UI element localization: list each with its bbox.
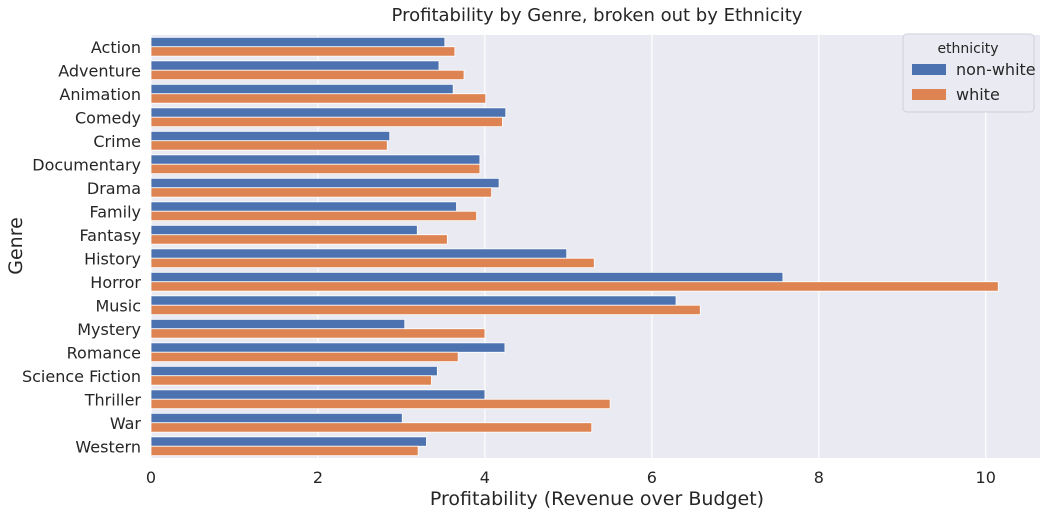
y-tick-labels: Action Adventure Animation Comedy Crime Docum…: [22, 38, 141, 457]
bar-white-comedy: [150, 116, 503, 128]
y-tick-label: Horror: [90, 273, 141, 292]
bar-non-white-crime: [150, 130, 391, 142]
y-tick-label: Animation: [59, 85, 141, 104]
y-tick-label: Fantasy: [79, 226, 141, 245]
y-tick-label: War: [110, 414, 142, 433]
y-tick-label: Music: [95, 296, 141, 315]
y-tick-label: Comedy: [75, 108, 141, 127]
bars: [150, 36, 999, 457]
bar-white-crime: [150, 140, 388, 151]
legend: ethnicity non-white white: [902, 33, 1036, 113]
y-tick-label: Thriller: [84, 390, 142, 409]
legend-title: ethnicity: [937, 41, 998, 57]
y-tick-label: Action: [91, 38, 141, 57]
bar-white-thriller: [150, 398, 611, 410]
x-tick-label: 2: [313, 468, 323, 487]
chart-title: Profitability by Genre, broken out by Et…: [392, 5, 803, 26]
x-tick-label: 6: [647, 468, 657, 487]
bar-non-white-fantasy: [150, 224, 418, 236]
bar-non-white-comedy: [150, 107, 507, 118]
bar-non-white-horror: [150, 271, 784, 283]
y-tick-label: Romance: [67, 343, 141, 362]
bar-non-white-family: [150, 201, 457, 212]
bar-white-mystery: [150, 328, 486, 339]
y-tick-label: Crime: [93, 132, 141, 151]
x-tick-label: 0: [146, 468, 156, 487]
x-axis-title: Profitability (Revenue over Budget): [430, 488, 764, 510]
y-tick-label: Family: [90, 202, 141, 221]
y-tick-label: Western: [75, 437, 141, 456]
legend-swatch-non-white: [912, 64, 946, 75]
bar-non-white-animation: [150, 83, 454, 95]
bar-non-white-thriller: [150, 389, 486, 400]
y-tick-label: Adventure: [58, 61, 141, 80]
bar-white-family: [150, 210, 477, 222]
y-tick-label: History: [84, 249, 141, 268]
x-tick-label: 8: [814, 468, 824, 487]
bar-white-music: [150, 304, 701, 316]
y-tick-label: Science Fiction: [22, 367, 141, 386]
bar-non-white-documentary: [150, 154, 481, 165]
y-tick-label: Documentary: [32, 155, 141, 174]
gridlines: [150, 35, 987, 458]
bar-non-white-adventure: [150, 60, 440, 71]
plot-background: [151, 35, 1040, 458]
legend-swatch-white: [912, 89, 946, 100]
bar-white-history: [150, 257, 595, 269]
bar-white-romance: [150, 351, 459, 363]
bar-white-animation: [150, 93, 487, 104]
bar-non-white-western: [150, 436, 427, 447]
x-tick-label: 4: [480, 468, 490, 487]
y-tick-label: Drama: [87, 179, 141, 198]
bar-white-science-fiction: [150, 375, 432, 386]
y-axis-title: Genre: [5, 217, 27, 275]
bar-white-western: [150, 445, 419, 457]
bar-white-documentary: [150, 163, 481, 175]
bar-non-white-music: [150, 295, 677, 306]
bar-non-white-action: [150, 36, 446, 48]
bar-non-white-drama: [150, 177, 500, 189]
y-tick-label: Mystery: [77, 320, 141, 339]
bar-white-action: [150, 46, 456, 57]
bar-white-fantasy: [150, 234, 448, 245]
bar-white-drama: [150, 187, 492, 198]
bar-white-horror: [150, 281, 999, 292]
bar-white-war: [150, 422, 593, 433]
legend-label-white: white: [956, 85, 1000, 104]
legend-label-non-white: non-white: [956, 60, 1036, 79]
x-tick-label: 10: [976, 468, 996, 487]
bar-white-adventure: [150, 69, 465, 81]
bar-non-white-romance: [150, 342, 506, 353]
bar-non-white-mystery: [150, 318, 406, 330]
x-tick-labels: 0 2 4 6 8 10: [146, 468, 996, 487]
bar-non-white-science-fiction: [150, 365, 438, 377]
bar-non-white-history: [150, 248, 568, 259]
bar-non-white-war: [150, 412, 403, 424]
